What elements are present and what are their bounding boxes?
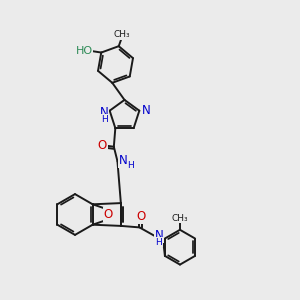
Text: H: H [127,161,134,170]
Text: CH₃: CH₃ [172,214,188,223]
Text: N: N [142,103,150,117]
Text: HO: HO [76,46,93,56]
Text: H: H [156,238,162,247]
Text: N: N [154,229,163,242]
Text: N: N [118,154,127,167]
Text: H: H [101,115,108,124]
Text: O: O [103,208,113,221]
Text: CH₃: CH₃ [113,30,130,39]
Text: N: N [100,106,109,119]
Text: O: O [136,210,146,224]
Text: O: O [98,139,107,152]
